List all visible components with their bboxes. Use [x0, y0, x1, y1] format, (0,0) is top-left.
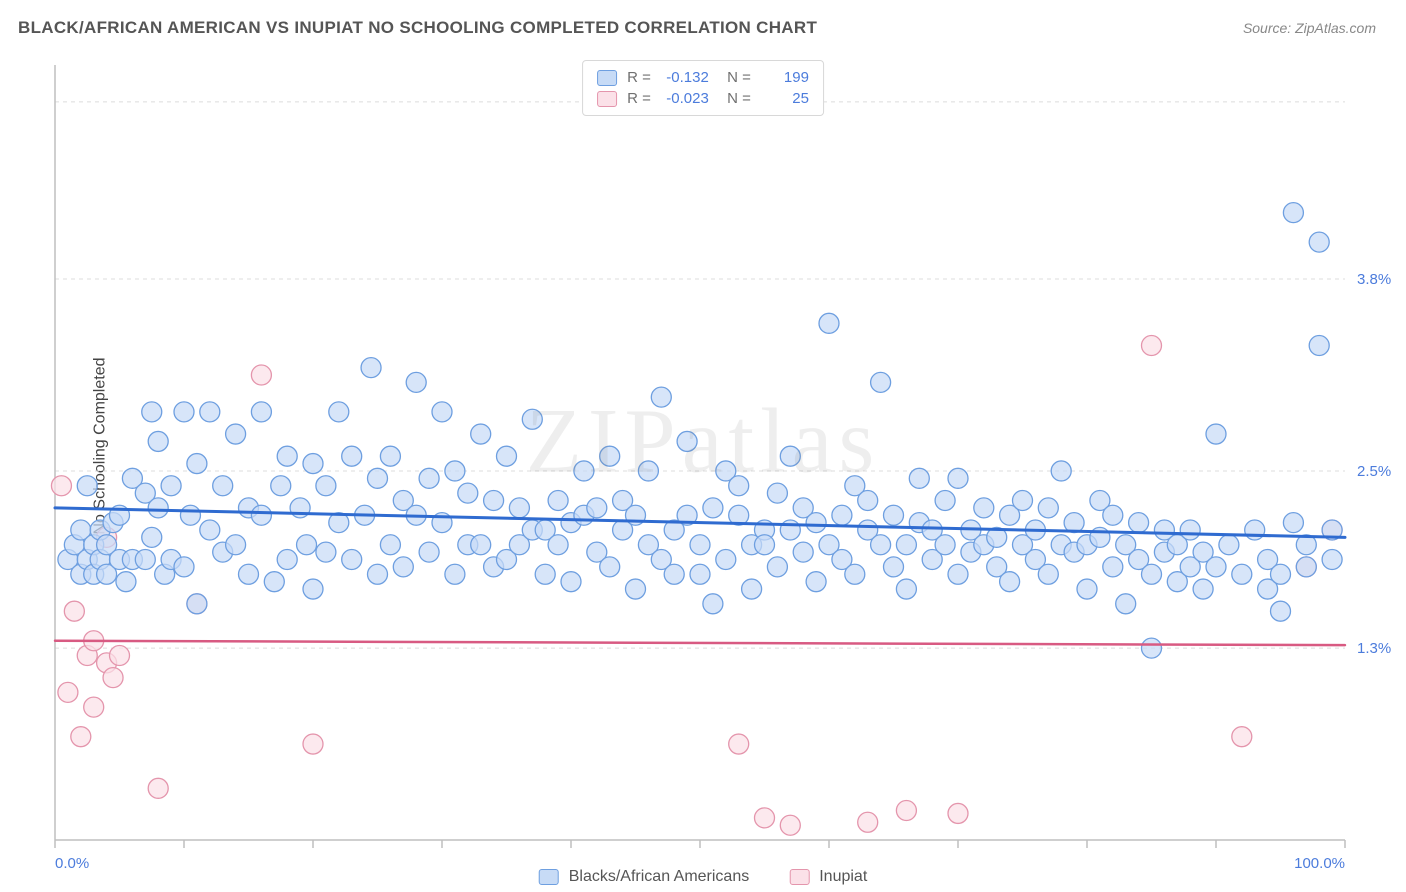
legend-label: Blacks/African Americans: [569, 868, 750, 886]
svg-text:100.0%: 100.0%: [1294, 855, 1345, 872]
svg-text:1.3%: 1.3%: [1357, 640, 1391, 657]
legend-label: Inupiat: [819, 868, 867, 886]
legend-swatch-pink: [597, 91, 617, 107]
chart-header: BLACK/AFRICAN AMERICAN VS INUPIAT NO SCH…: [18, 18, 1376, 38]
legend-stats-row: R = -0.023 N = 25: [597, 88, 809, 109]
stat-label-r: R =: [627, 69, 651, 86]
scatter-chart: 1.3% 2.5% 3.8% 0.0% 100.0%: [0, 55, 1406, 892]
svg-text:3.8%: 3.8%: [1357, 271, 1391, 288]
stat-r-value: -0.023: [661, 90, 709, 107]
legend-swatch-blue: [539, 869, 559, 885]
source-label: Source: ZipAtlas.com: [1243, 20, 1376, 36]
legend-item: Blacks/African Americans: [539, 868, 750, 886]
chart-title: BLACK/AFRICAN AMERICAN VS INUPIAT NO SCH…: [18, 18, 817, 38]
legend-swatch-blue: [597, 70, 617, 86]
stat-label-r: R =: [627, 90, 651, 107]
legend-swatch-pink: [789, 869, 809, 885]
legend-series: Blacks/African Americans Inupiat: [539, 868, 868, 886]
stat-n-value: 199: [761, 69, 809, 86]
svg-text:0.0%: 0.0%: [55, 855, 89, 872]
stat-label-n: N =: [719, 90, 751, 107]
stat-label-n: N =: [719, 69, 751, 86]
stat-r-value: -0.132: [661, 69, 709, 86]
stat-n-value: 25: [761, 90, 809, 107]
legend-stats: R = -0.132 N = 199 R = -0.023 N = 25: [582, 60, 824, 116]
svg-text:2.5%: 2.5%: [1357, 463, 1391, 480]
legend-item: Inupiat: [789, 868, 867, 886]
legend-stats-row: R = -0.132 N = 199: [597, 67, 809, 88]
